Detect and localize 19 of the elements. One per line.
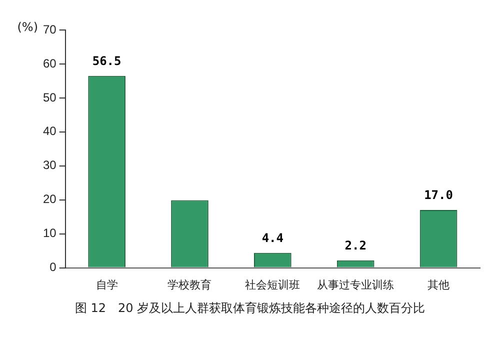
y-tick-label: 50 (42, 90, 57, 104)
data-label: 56.5 (92, 54, 122, 68)
text: 图 12 20 岁及以上人群获取体育锻炼技能各种途径的人数百分比 (74, 300, 426, 317)
x-tick-label: 自学 (96, 279, 118, 292)
y-tick-label: 10 (42, 226, 57, 240)
x-tick-label: 其他 (428, 278, 450, 292)
y-tick-label: 70 (42, 22, 57, 36)
data-label: 2.2 (344, 238, 366, 252)
y-tick-label: 0 (50, 260, 57, 274)
x-tick-label: 社会短训班 (245, 278, 300, 292)
x-tick-label: 学校教育 (168, 278, 212, 292)
x-tick-label: 从事过专业训练 (317, 278, 394, 292)
y-tick-label: 30 (42, 158, 57, 172)
data-label: 17.0 (424, 188, 453, 202)
data-label: 4.4 (262, 230, 284, 245)
y-tick-label: 60 (42, 56, 57, 70)
y-tick-label: 40 (42, 124, 57, 138)
y-axis-title: (%) (17, 20, 38, 34)
y-tick-label: 20 (42, 192, 57, 206)
